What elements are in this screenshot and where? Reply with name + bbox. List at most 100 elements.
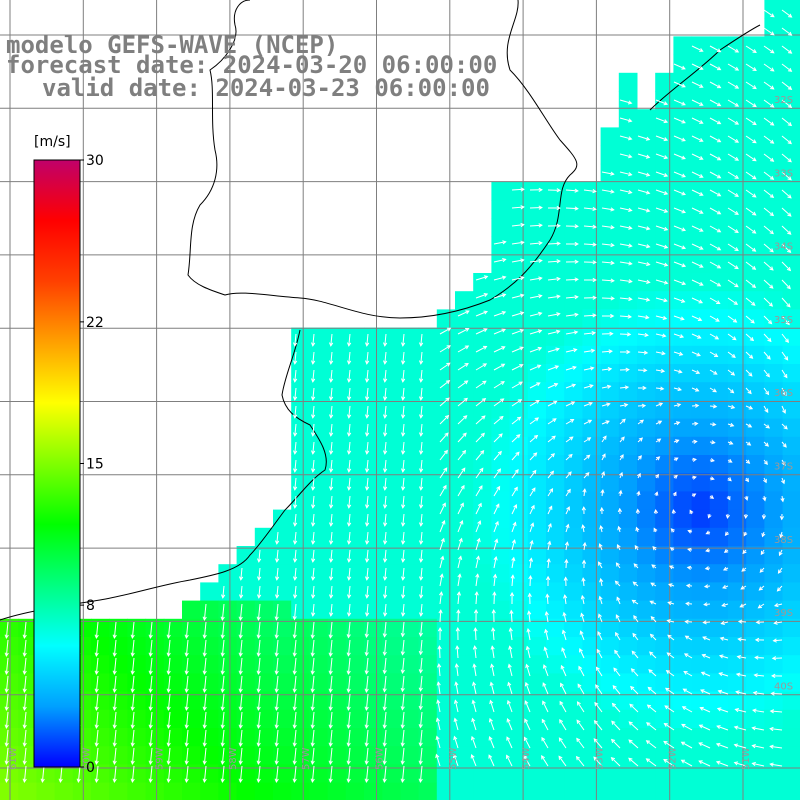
wind-arrow-head — [400, 360, 406, 365]
grid-cell — [728, 109, 747, 128]
wind-arrow-head — [787, 140, 793, 145]
grid-cell — [746, 163, 765, 183]
wind-arrow — [185, 621, 189, 638]
grid-cell — [236, 782, 256, 800]
wind-arrow-head — [752, 193, 757, 198]
wind-arrow-head — [523, 754, 528, 760]
wind-arrow — [529, 382, 540, 389]
wind-arrow-head — [683, 653, 689, 658]
grid-cell — [72, 782, 92, 800]
grid-cell — [18, 637, 37, 656]
wind-arrow — [491, 664, 495, 677]
grid-cell — [673, 527, 693, 547]
wind-arrow-head — [716, 174, 722, 179]
wind-arrow — [384, 549, 387, 562]
wind-arrow — [293, 675, 297, 692]
wind-arrow — [420, 567, 423, 580]
wind-arrow-head — [760, 550, 765, 556]
wind-arrow-head — [22, 688, 27, 693]
wind-arrow — [312, 387, 315, 400]
wind-arrow — [781, 225, 792, 235]
grid-cell — [582, 782, 602, 800]
wind-arrow-head — [647, 686, 652, 691]
wind-arrow — [348, 477, 351, 490]
wind-arrow — [673, 369, 682, 373]
wind-arrow — [727, 351, 736, 358]
grid-cell — [564, 782, 583, 800]
wind-arrow-head — [745, 477, 749, 483]
wind-arrow-head — [769, 762, 774, 767]
wind-arrow — [167, 657, 171, 674]
wind-arrow-head — [292, 468, 298, 473]
wind-arrow — [740, 603, 747, 608]
grid-cell — [546, 564, 565, 583]
wind-arrow — [384, 585, 387, 598]
grid-cell — [546, 764, 565, 784]
wind-arrow-head — [754, 637, 760, 643]
wind-arrow — [311, 765, 315, 782]
grid-cell — [782, 436, 800, 456]
grid-cell — [691, 764, 711, 784]
wind-arrow — [493, 574, 496, 587]
wind-arrow-head — [617, 507, 622, 513]
wind-arrow-head — [418, 594, 424, 599]
grid-cell — [418, 600, 438, 620]
wind-arrow-head — [509, 591, 515, 597]
wind-arrow — [511, 557, 515, 569]
grid-cell — [582, 327, 602, 347]
wind-arrow — [709, 225, 721, 233]
wind-arrow-head — [112, 724, 117, 729]
wind-arrow — [565, 506, 570, 515]
wind-arrow-head — [650, 615, 655, 621]
wind-arrow-head — [4, 724, 9, 729]
grid-cell — [564, 564, 583, 583]
wind-arrow-head — [418, 540, 424, 545]
wind-arrow — [436, 736, 441, 749]
grid-cell — [691, 309, 711, 329]
grid-cell — [400, 673, 420, 693]
grid-cell — [400, 400, 420, 420]
wind-arrow-head — [292, 706, 297, 711]
wind-arrow — [619, 243, 632, 247]
wind-arrow — [511, 312, 524, 317]
wind-arrow-head — [638, 437, 644, 442]
wind-arrow — [420, 675, 423, 691]
wind-arrow-head — [202, 616, 207, 621]
wind-arrow-head — [538, 205, 543, 210]
wind-arrow — [709, 99, 721, 107]
wind-arrow-head — [716, 48, 722, 53]
wind-arrow-head — [752, 49, 757, 53]
grid-cell — [382, 764, 401, 784]
wind-arrow — [547, 242, 560, 245]
wind-arrow — [667, 634, 675, 641]
wind-arrow — [745, 207, 756, 216]
longitude-label: 57W — [301, 747, 312, 770]
wind-arrow — [619, 261, 632, 265]
wind-arrow — [330, 459, 333, 472]
wind-arrow-head — [610, 313, 615, 319]
grid-cell — [618, 655, 638, 674]
wind-arrow — [716, 725, 729, 731]
wind-arrow — [275, 729, 279, 746]
wind-arrow — [5, 693, 9, 710]
wind-arrow — [366, 333, 369, 346]
grid-cell — [564, 473, 583, 492]
wind-arrow-head — [501, 310, 507, 315]
wind-arrow — [594, 720, 603, 731]
wind-arrow — [691, 351, 701, 357]
grid-cell — [746, 273, 765, 292]
wind-arrow-head — [445, 397, 450, 402]
wind-arrow-head — [491, 609, 496, 614]
wind-arrow — [221, 603, 225, 620]
wind-arrow — [632, 599, 639, 605]
grid-cell — [746, 746, 765, 765]
wind-arrow-head — [556, 205, 561, 211]
grid-cell — [0, 673, 19, 693]
grid-cell — [618, 491, 638, 511]
wind-arrow-head — [564, 558, 569, 564]
wind-arrow-head — [400, 742, 405, 747]
grid-cell — [455, 764, 474, 784]
wind-arrow-head — [310, 612, 316, 617]
grid-cell — [564, 254, 583, 274]
grid-cell — [637, 509, 656, 529]
